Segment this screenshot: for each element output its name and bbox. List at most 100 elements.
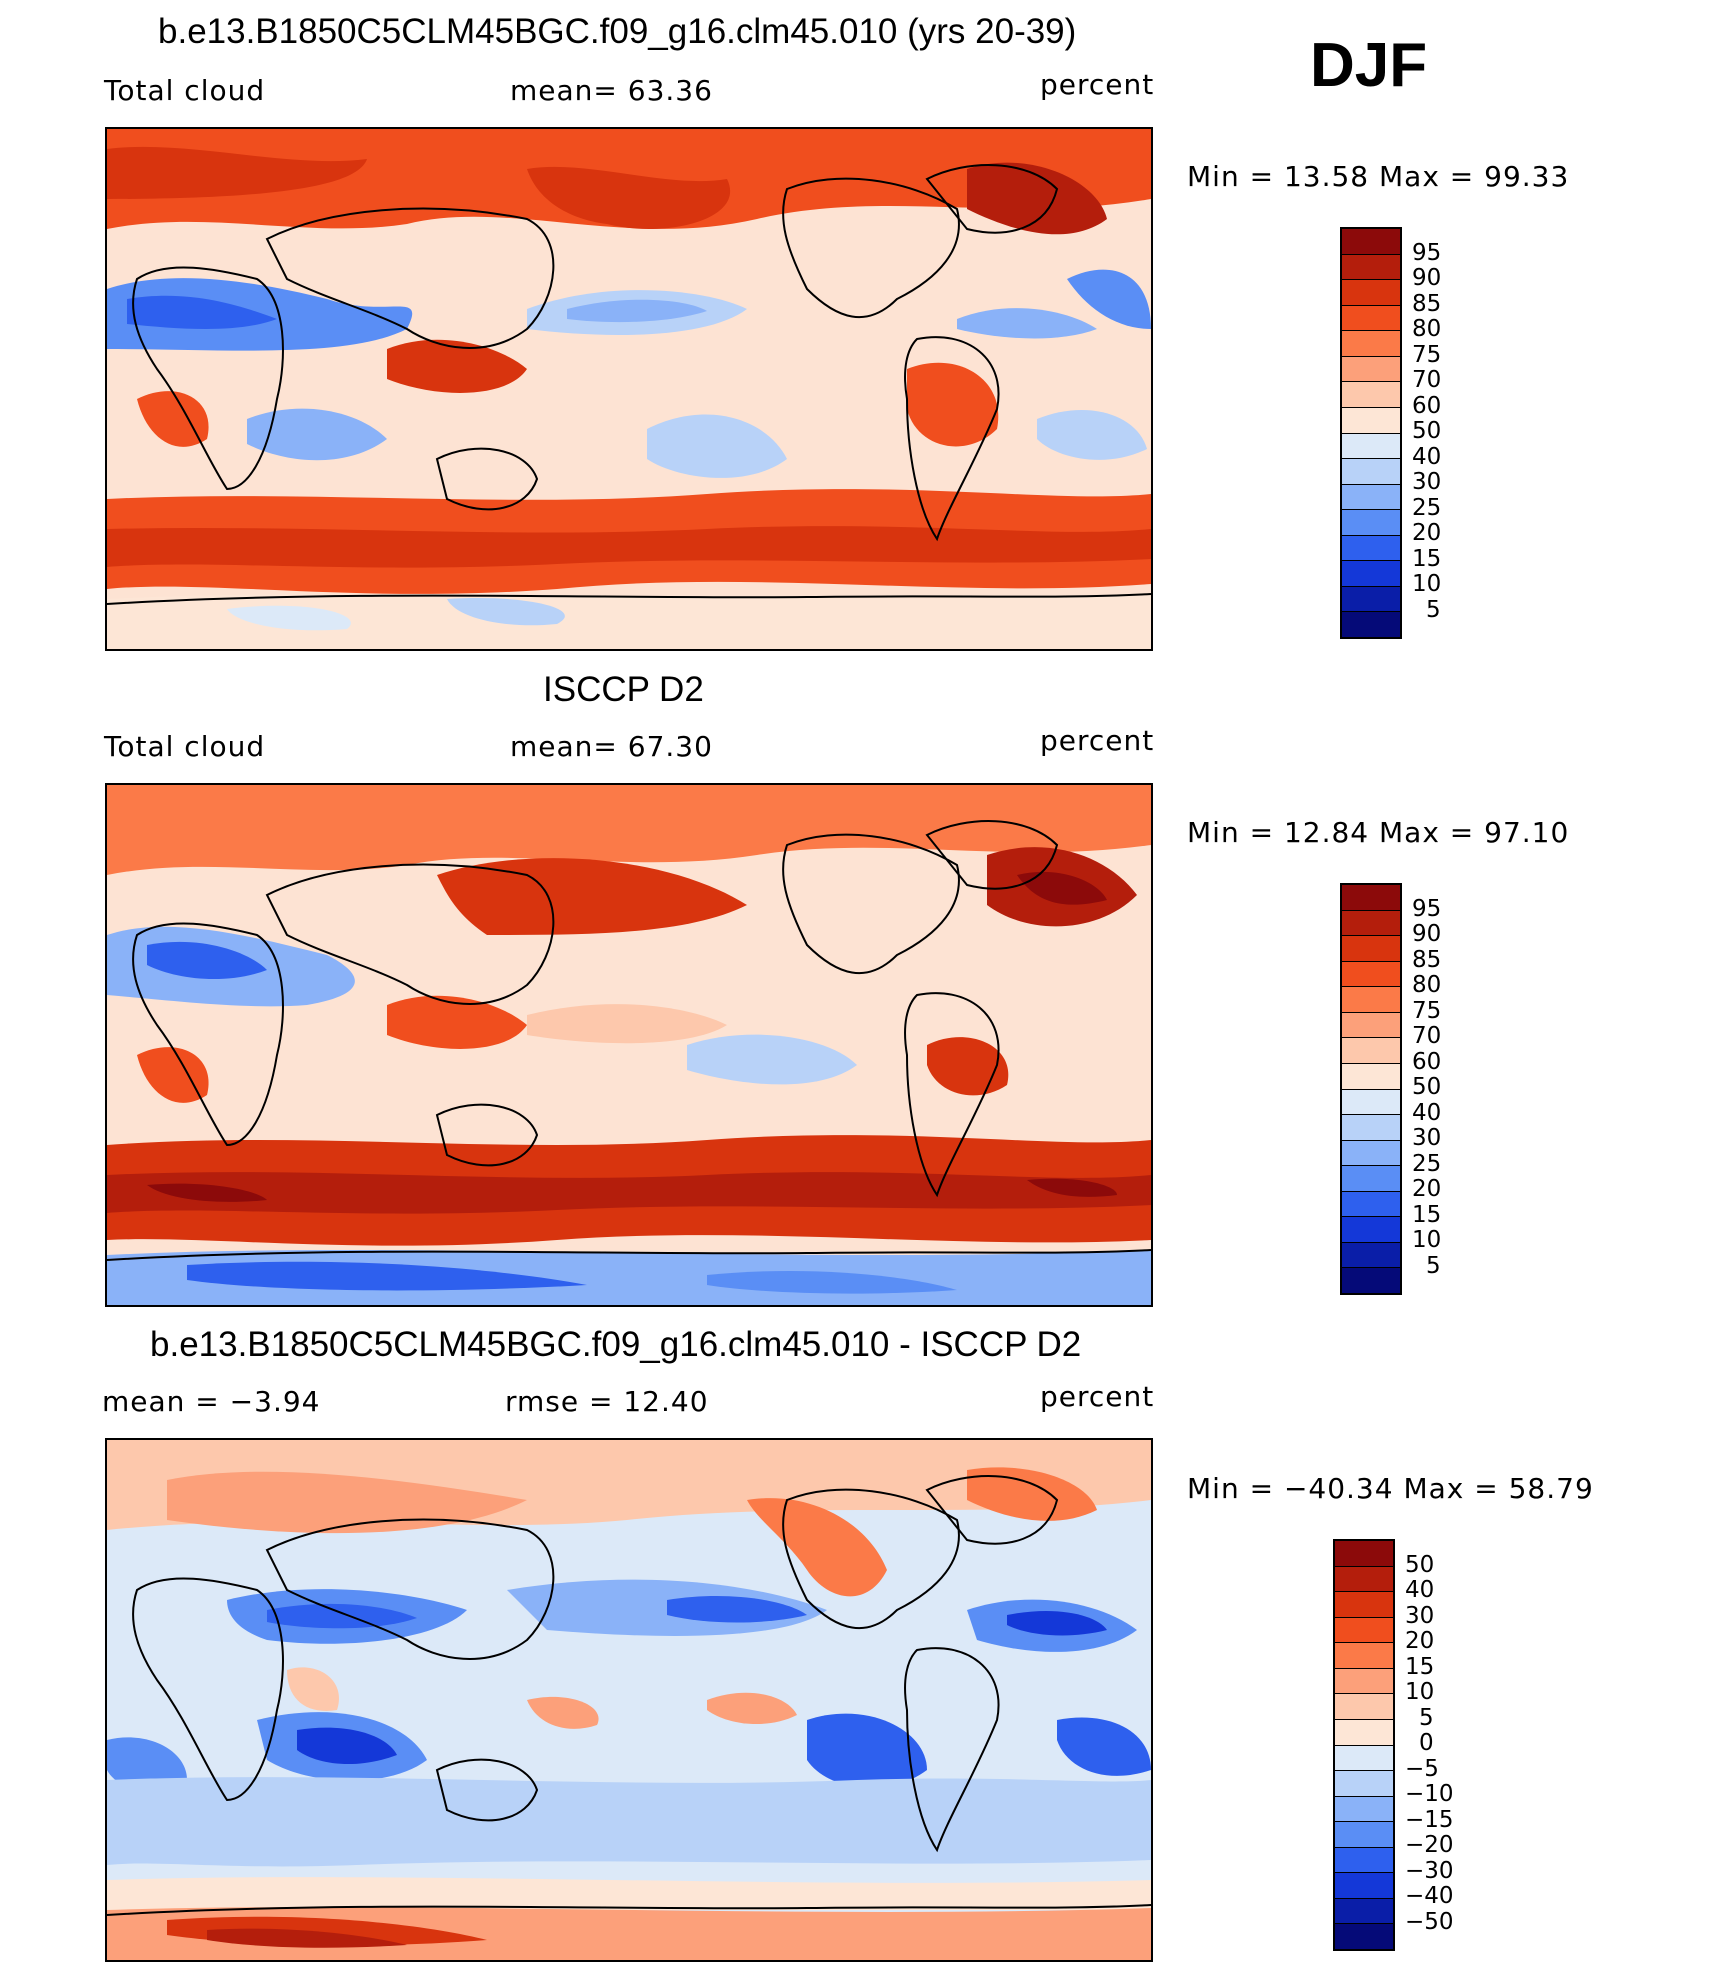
panel2-colorbar-segment: [1342, 1140, 1400, 1167]
colorbar-tick-label: 15: [1412, 545, 1442, 572]
panel3-colorbar-segment: [1335, 1924, 1393, 1949]
colorbar-tick-label: 25: [1412, 1150, 1442, 1177]
panel2-colorbar-segment: [1342, 1089, 1400, 1116]
colorbar-tick-label: 80: [1412, 972, 1442, 998]
panel3-colorbar-segment: [1335, 1796, 1393, 1823]
panel3-minmax-label: Min = −40.34 Max = 58.79: [1187, 1472, 1594, 1505]
panel1-title: b.e13.B1850C5CLM45BGC.f09_g16.clm45.010 …: [158, 12, 1077, 51]
panel2-colorbar-segment: [1342, 910, 1400, 937]
colorbar-tick-label: 40: [1412, 1099, 1442, 1126]
panel2-colorbar: [1340, 883, 1402, 1295]
panel1-minmax-label: Min = 13.58 Max = 99.33: [1187, 160, 1570, 193]
panel2-map-svg: [107, 785, 1151, 1305]
panel3-colorbar-segment: [1335, 1643, 1393, 1669]
colorbar-tick-label: 80: [1412, 316, 1442, 342]
panel3-map: [105, 1438, 1153, 1962]
panel2-colorbar-segment: [1342, 885, 1400, 911]
panel1-colorbar-segment: [1342, 305, 1400, 332]
panel1-colorbar-segment: [1342, 561, 1400, 587]
panel1-map: [105, 127, 1153, 651]
panel3-mean-label: mean = −3.94: [102, 1385, 321, 1418]
colorbar-tick-label: 50: [1405, 1551, 1435, 1578]
colorbar-tick-label: 70: [1412, 1023, 1442, 1049]
colorbar-tick-label: 70: [1412, 367, 1442, 393]
panel3-units-label: percent: [1040, 1380, 1155, 1413]
panel1-colorbar-segment: [1342, 356, 1400, 383]
panel3-colorbar-segment: [1335, 1566, 1393, 1593]
panel2-minmax-label: Min = 12.84 Max = 97.10: [1187, 816, 1570, 849]
panel3-rmse-label: rmse = 12.40: [505, 1385, 709, 1418]
panel3-colorbar-segment: [1335, 1694, 1393, 1720]
panel3-colorbar-segment: [1335, 1822, 1393, 1848]
colorbar-tick-label: −40: [1405, 1883, 1454, 1909]
colorbar-tick-label: 90: [1412, 265, 1442, 291]
panel3-colorbar-segment: [1335, 1592, 1393, 1618]
colorbar-tick-label: 95: [1412, 239, 1442, 266]
colorbar-tick-label: 20: [1412, 1176, 1442, 1202]
panel1-colorbar-segment: [1342, 280, 1400, 306]
colorbar-tick-label: 60: [1412, 1048, 1442, 1075]
panel2-mean-label: mean= 67.30: [510, 730, 713, 763]
colorbar-tick-label: 75: [1412, 341, 1442, 368]
colorbar-tick-label: 40: [1412, 443, 1442, 470]
colorbar-tick-label: 5: [1419, 1704, 1434, 1731]
panel1-mean-label: mean= 63.36: [510, 74, 713, 107]
panel1-colorbar-segment: [1342, 612, 1400, 637]
panel1-colorbar-segment: [1342, 586, 1400, 613]
panel2-colorbar-segment: [1342, 1191, 1400, 1218]
colorbar-tick-label: −20: [1405, 1832, 1454, 1858]
colorbar-tick-label: 50: [1412, 418, 1442, 444]
panel1-colorbar-segment: [1342, 382, 1400, 408]
panel2-colorbar-segment: [1342, 1012, 1400, 1039]
colorbar-tick-label: −15: [1405, 1806, 1454, 1833]
colorbar-tick-label: 30: [1405, 1602, 1435, 1629]
panel2-colorbar-segment: [1342, 1063, 1400, 1090]
panel2-title: ISCCP D2: [543, 670, 704, 709]
panel1-colorbar-segment: [1342, 331, 1400, 357]
colorbar-tick-label: 60: [1412, 392, 1442, 419]
panel3-colorbar-segment: [1335, 1771, 1393, 1797]
colorbar-tick-label: 40: [1405, 1577, 1435, 1603]
panel2-colorbar-segment: [1342, 1242, 1400, 1269]
panel1-colorbar-segment: [1342, 433, 1400, 460]
colorbar-tick-label: 5: [1426, 1252, 1441, 1279]
panel2-colorbar-segment: [1342, 961, 1400, 988]
panel2-colorbar-segment: [1342, 1166, 1400, 1192]
panel2-colorbar-segment: [1342, 1115, 1400, 1141]
panel1-colorbar-segment: [1342, 510, 1400, 536]
panel2-colorbar-segment: [1342, 1217, 1400, 1243]
colorbar-tick-label: 50: [1412, 1074, 1442, 1100]
colorbar-tick-label: 10: [1412, 1227, 1442, 1253]
panel1-units-label: percent: [1040, 68, 1155, 101]
panel2-units-label: percent: [1040, 724, 1155, 757]
colorbar-tick-label: 30: [1412, 469, 1442, 495]
colorbar-tick-label: 0: [1419, 1730, 1434, 1756]
colorbar-tick-label: 5: [1426, 596, 1441, 623]
panel3-colorbar-segment: [1335, 1541, 1393, 1567]
panel2-variable-label: Total cloud: [104, 730, 266, 763]
panel2-colorbar-segment: [1342, 1038, 1400, 1064]
colorbar-tick-label: 25: [1412, 494, 1442, 521]
colorbar-tick-label: 20: [1405, 1628, 1435, 1654]
panel1-colorbar-segment: [1342, 407, 1400, 434]
colorbar-tick-label: −50: [1405, 1908, 1454, 1935]
panel1-colorbar-segment: [1342, 459, 1400, 485]
colorbar-tick-label: −5: [1405, 1755, 1439, 1782]
panel3-colorbar-segment: [1335, 1898, 1393, 1925]
panel3-colorbar-segment: [1335, 1668, 1393, 1695]
panel2-colorbar-segment: [1342, 1268, 1400, 1293]
panel2-colorbar-segment: [1342, 987, 1400, 1013]
panel1-colorbar-segment: [1342, 229, 1400, 255]
colorbar-tick-label: 20: [1412, 520, 1442, 546]
panel1-map-svg: [107, 129, 1151, 649]
panel3-title: b.e13.B1850C5CLM45BGC.f09_g16.clm45.010 …: [150, 1325, 1082, 1364]
panel1-colorbar-segment: [1342, 484, 1400, 511]
panel3-colorbar-segment: [1335, 1745, 1393, 1772]
colorbar-tick-label: 15: [1412, 1201, 1442, 1228]
colorbar-tick-label: 90: [1412, 921, 1442, 947]
panel2-map: [105, 783, 1153, 1307]
season-label: DJF: [1310, 31, 1428, 100]
panel3-colorbar: [1333, 1539, 1395, 1951]
colorbar-tick-label: 15: [1405, 1653, 1435, 1680]
panel3-colorbar-segment: [1335, 1719, 1393, 1746]
